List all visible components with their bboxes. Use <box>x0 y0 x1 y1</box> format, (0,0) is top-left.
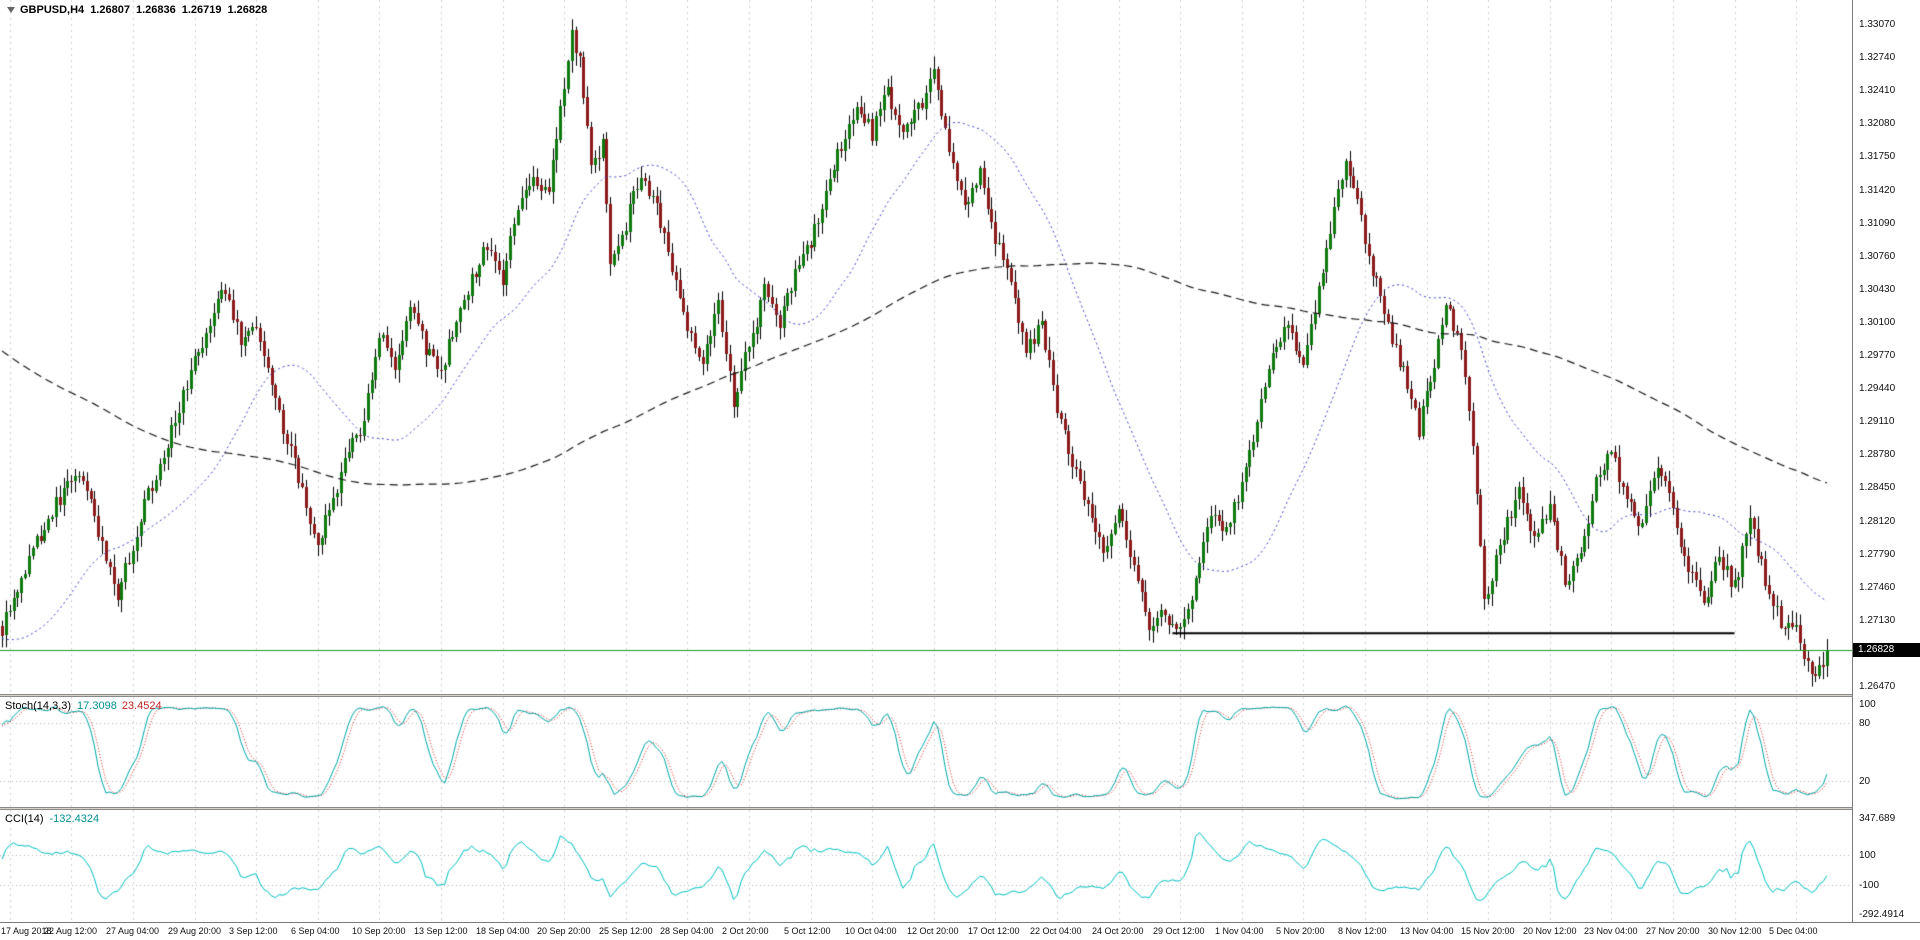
time-tick-label: 5 Oct 12:00 <box>784 926 831 936</box>
time-tick-label: 17 Aug 2018 <box>1 926 52 936</box>
time-tick-label: 15 Nov 20:00 <box>1461 926 1515 936</box>
time-tick-label: 25 Sep 12:00 <box>599 926 653 936</box>
chart-marker-icon <box>7 7 15 13</box>
time-tick-label: 13 Nov 04:00 <box>1400 926 1454 936</box>
price-tick-label: 1.27790 <box>1859 548 1896 560</box>
price-tick-label: 1.30430 <box>1859 283 1896 295</box>
chart-ohlc-header: GBPUSD,H4 1.26807 1.26836 1.26719 1.26828 <box>7 4 267 16</box>
stochastic-signal-value: 23.4524 <box>121 700 162 712</box>
time-tick-label: 22 Aug 12:00 <box>44 926 98 936</box>
price-tick-label: 1.30100 <box>1859 316 1896 328</box>
cci-header: CCI(14) -132.4324 <box>5 813 99 825</box>
time-tick-label: 23 Nov 04:00 <box>1584 926 1638 936</box>
price-tick-label: 1.32740 <box>1859 52 1896 64</box>
time-tick-label: 18 Sep 04:00 <box>476 926 530 936</box>
price-tick-label: 1.29110 <box>1859 416 1895 428</box>
ohlc-low-value: 1.26719 <box>181 4 222 16</box>
time-tick-label: 13 Sep 12:00 <box>414 926 468 936</box>
price-tick-label: 1.32410 <box>1859 85 1896 97</box>
price-tick-label: 1.30760 <box>1859 250 1896 262</box>
price-tick-label: 1.27460 <box>1859 581 1896 593</box>
symbol-timeframe-label: GBPUSD,H4 <box>20 4 85 16</box>
stochastic-indicator-canvas[interactable] <box>0 697 1852 807</box>
current-price-label: 1.26828 <box>1858 644 1895 655</box>
time-tick-label: 1 Nov 04:00 <box>1215 926 1264 936</box>
cci-axis-label: 347.689 <box>1859 813 1896 824</box>
price-tick-label: 1.26470 <box>1859 681 1896 692</box>
time-tick-label: 20 Nov 12:00 <box>1523 926 1577 936</box>
price-tick-label: 1.29770 <box>1859 350 1896 361</box>
price-tick-label: 1.31750 <box>1859 151 1896 163</box>
price-tick-label: 1.28450 <box>1859 482 1896 494</box>
time-tick-label: 29 Aug 20:00 <box>168 926 222 936</box>
time-tick-label: 27 Nov 20:00 <box>1646 926 1700 936</box>
time-tick-label: 20 Sep 20:00 <box>537 926 591 936</box>
price-tick-label: 1.28120 <box>1859 515 1896 527</box>
price-tick-label: 1.32080 <box>1859 118 1896 130</box>
cci-value: -132.4324 <box>49 813 100 825</box>
price-tick-label: 1.29440 <box>1859 383 1896 395</box>
time-tick-label: 6 Sep 04:00 <box>291 926 340 936</box>
time-tick-label: 17 Oct 12:00 <box>968 926 1020 936</box>
ohlc-close-value: 1.26828 <box>227 4 268 16</box>
time-tick-label: 3 Sep 12:00 <box>229 926 278 936</box>
time-tick-label: 29 Oct 12:00 <box>1153 926 1205 936</box>
time-tick-label: 24 Oct 20:00 <box>1092 926 1144 936</box>
cci-axis-label: -292.4914 <box>1859 909 1905 920</box>
price-axis[interactable]: 1.26828 1.33070 1.32740 1.32410 1.32080 1.31… <box>1852 0 1920 922</box>
price-tick-label: 1.33070 <box>1859 19 1896 30</box>
time-tick-label: 10 Sep 20:00 <box>352 926 406 936</box>
time-tick-label: 30 Nov 12:00 <box>1708 926 1762 936</box>
time-tick-label: 5 Nov 20:00 <box>1276 926 1325 936</box>
stochastic-main-value: 17.3098 <box>77 700 117 712</box>
price-tick-label: 1.31420 <box>1859 184 1896 196</box>
candlestick-chart-canvas[interactable] <box>0 0 1852 694</box>
cci-indicator-canvas[interactable] <box>0 810 1852 922</box>
time-tick-label: 28 Sep 04:00 <box>660 926 714 936</box>
cci-axis-label: -100 <box>1859 880 1880 892</box>
time-tick-label: 8 Nov 12:00 <box>1338 926 1387 936</box>
pane-separator[interactable] <box>0 694 1920 697</box>
cci-axis-label: 100 <box>1859 850 1876 862</box>
time-tick-label: 2 Oct 20:00 <box>722 926 769 936</box>
time-tick-label: 12 Oct 20:00 <box>907 926 959 936</box>
ohlc-open-value: 1.26807 <box>90 4 130 16</box>
time-tick-label: 27 Aug 04:00 <box>106 926 160 936</box>
ohlc-high-value: 1.26836 <box>135 4 176 16</box>
price-tick-label: 1.28780 <box>1859 449 1896 461</box>
time-axis[interactable]: 17 Aug 2018 22 Aug 12:00 27 Aug 04:00 29 Au… <box>0 922 1920 940</box>
cci-label: CCI(14) <box>5 813 44 825</box>
time-tick-label: 5 Dec 04:00 <box>1769 926 1818 936</box>
price-tick-label: 1.31090 <box>1859 217 1896 229</box>
stochastic-header: Stoch(14,3,3) 17.3098 23.4524 <box>5 700 162 712</box>
stochastic-label: Stoch(14,3,3) <box>5 700 72 712</box>
pane-separator[interactable] <box>0 807 1920 810</box>
stochastic-axis-label: 20 <box>1859 775 1871 787</box>
current-price-tag: 1.26828 <box>1853 643 1920 657</box>
time-tick-label: 10 Oct 04:00 <box>845 926 897 936</box>
time-tick-label: 22 Oct 04:00 <box>1030 926 1082 936</box>
stochastic-axis-label: 100 <box>1859 699 1876 710</box>
stochastic-axis-label: 80 <box>1859 718 1871 730</box>
price-tick-label: 1.27130 <box>1859 614 1896 626</box>
